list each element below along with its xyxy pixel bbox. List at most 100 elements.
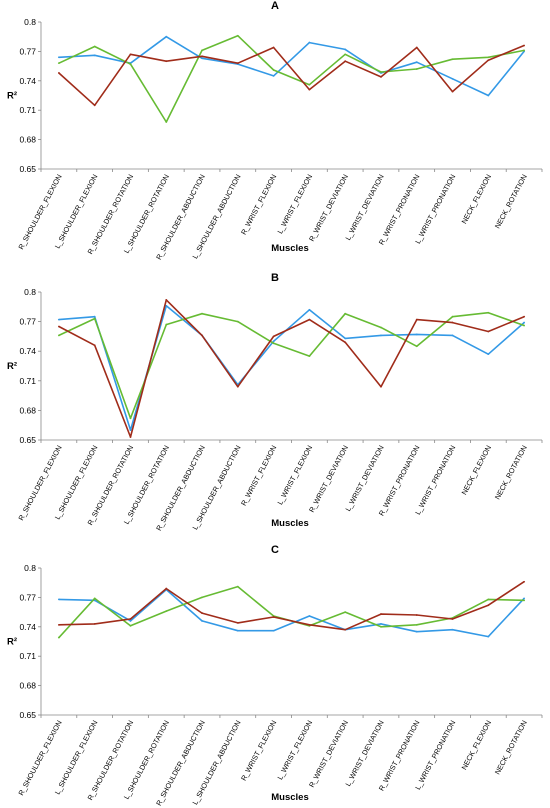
data-point [380, 326, 382, 329]
x-tick-label: R_WRIST_FLEXION [239, 444, 278, 507]
y-axis-label: R² [7, 91, 17, 102]
data-point [57, 598, 60, 601]
data-point [451, 628, 454, 631]
data-point [380, 75, 382, 78]
x-tick-label: R_WRIST_PRONATION [377, 173, 422, 247]
series-line-3 [58, 299, 525, 438]
x-tick-label: R_WRIST_FLEXION [239, 173, 278, 236]
data-point [415, 623, 418, 626]
data-point [523, 597, 526, 600]
y-tick-label: 0.77 [19, 317, 36, 327]
data-point [523, 315, 526, 318]
data-point [165, 298, 168, 301]
y-tick-label: 0.68 [19, 405, 36, 415]
chart-title: A [271, 0, 279, 12]
data-point [272, 335, 275, 338]
data-point [344, 48, 347, 51]
data-point [272, 46, 275, 49]
data-point [487, 353, 490, 356]
data-point [57, 62, 60, 65]
data-point [57, 334, 60, 337]
data-point [415, 318, 418, 321]
x-tick-label: R_WRIST_PRONATION [377, 719, 422, 793]
data-point [344, 60, 347, 63]
x-tick-label: L_WRIST_DEVIATION [343, 173, 385, 242]
data-point [165, 60, 168, 63]
data-point [487, 635, 490, 638]
y-tick-label: 0.74 [19, 622, 36, 632]
data-point [380, 71, 382, 73]
data-point [523, 44, 526, 47]
data-point [57, 56, 60, 59]
y-tick-label: 0.71 [19, 376, 36, 386]
data-point [451, 315, 454, 318]
data-point [272, 69, 275, 71]
data-point [236, 320, 239, 323]
data-point [272, 75, 275, 77]
data-point [523, 49, 526, 52]
data-point [129, 436, 132, 438]
x-axis-label: Muscles [271, 518, 309, 529]
series-line-1 [58, 588, 525, 638]
data-point [308, 41, 311, 44]
data-point [201, 312, 203, 315]
data-point [165, 323, 168, 326]
data-point [165, 610, 168, 613]
data-point [415, 333, 418, 336]
x-tick-label: R_WRIST_DEVIATION [307, 444, 350, 514]
y-axis-label: R² [7, 361, 17, 372]
data-point [451, 77, 454, 80]
data-point [451, 90, 454, 93]
data-point [201, 55, 203, 58]
x-tick-label: NECK_FLEXION [459, 719, 493, 772]
data-point [236, 585, 239, 588]
x-tick-label: NECK_ROTATION [493, 173, 529, 230]
x-tick-label: R_WRIST_DEVIATION [307, 719, 350, 789]
chart-title: B [271, 272, 279, 284]
data-point [487, 311, 490, 314]
x-axis-label: Muscles [271, 792, 309, 803]
data-point [93, 45, 96, 48]
data-point [451, 58, 454, 61]
data-point [487, 56, 490, 59]
y-tick-label: 0.65 [19, 710, 36, 720]
y-tick-label: 0.68 [19, 681, 36, 691]
data-point [93, 315, 96, 318]
data-point [380, 622, 382, 625]
data-point [272, 340, 275, 343]
data-point [308, 88, 311, 91]
data-point [451, 334, 454, 337]
data-point [415, 345, 418, 348]
data-point [308, 83, 311, 86]
y-tick-label: 0.8 [24, 17, 36, 27]
data-point [308, 308, 311, 311]
data-point [236, 34, 239, 37]
y-tick-label: 0.74 [19, 76, 36, 86]
x-tick-label: L_WRIST_DEVIATION [343, 444, 385, 513]
data-point [129, 63, 132, 66]
data-point [272, 616, 275, 618]
x-tick-label: NECK_ROTATION [493, 719, 529, 776]
data-point [415, 614, 418, 616]
data-point [93, 54, 96, 57]
x-axis-label: Muscles [271, 243, 309, 254]
y-tick-label: 0.65 [19, 435, 36, 445]
data-point [201, 49, 203, 52]
data-point [380, 625, 382, 628]
data-point [236, 629, 239, 632]
data-point [415, 68, 418, 70]
x-tick-label: L_WRIST_PRONATION [413, 444, 457, 517]
x-tick-label: L_WRIST_PRONATION [413, 173, 457, 246]
data-point [344, 341, 347, 344]
data-point [57, 318, 60, 321]
data-point [380, 385, 382, 388]
x-tick-label: NECK_ROTATION [493, 444, 529, 501]
chart-panel-b: B0.650.680.710.740.770.8R²R_SHOULDER_FLE… [7, 272, 543, 532]
y-tick-label: 0.8 [24, 563, 36, 573]
x-tick-label: NECK_FLEXION [459, 444, 493, 497]
data-point [201, 57, 203, 60]
data-point [57, 623, 60, 626]
data-point [344, 53, 347, 56]
data-point [129, 429, 132, 432]
